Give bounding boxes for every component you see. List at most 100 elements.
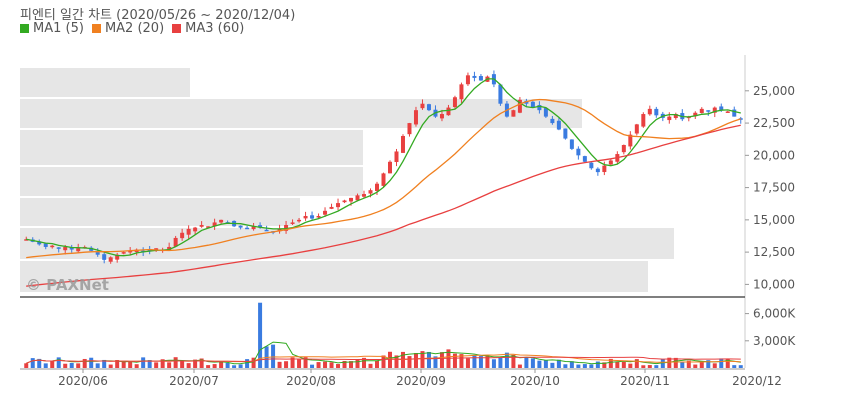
volume-bar [303, 357, 308, 368]
x-tick-label: 2020/07 [169, 374, 219, 388]
candle-body [121, 252, 126, 254]
volume-bar [394, 355, 399, 368]
volume-bar [154, 362, 159, 368]
price-tick-label: 12,500 [753, 245, 795, 259]
candle-body [69, 247, 74, 250]
candle-body [199, 225, 204, 227]
legend-label-ma1: MA1 (5) [33, 21, 84, 36]
volume-bar [478, 356, 483, 368]
volume-bar [238, 364, 243, 368]
volume-bar [621, 361, 626, 368]
x-tick-label: 2020/10 [510, 374, 560, 388]
legend-label-ma3: MA3 (60) [185, 21, 245, 36]
volume-bar [277, 361, 282, 368]
volume-bar [673, 357, 678, 368]
volume-bar [212, 364, 217, 368]
legend-swatch-ma1 [20, 24, 29, 33]
watermark-logo: © PAXNet [26, 276, 109, 294]
candle-body [290, 222, 295, 224]
price-tick-label: 10,000 [753, 277, 795, 291]
volume-bar [504, 352, 509, 368]
volume-bar [537, 360, 542, 368]
volume-bar [82, 358, 87, 368]
candle-body [24, 239, 29, 241]
volume-bar [595, 361, 600, 368]
volume-bar [63, 363, 68, 368]
candle-body [407, 123, 412, 135]
candle-body [349, 197, 354, 202]
volume-bar [686, 360, 691, 368]
volume-profile-band [20, 68, 190, 97]
volume-profile-band [20, 130, 363, 165]
candle-body [355, 195, 360, 201]
volume-bar [543, 360, 548, 368]
candle-body [647, 108, 652, 115]
x-tick-label: 2020/09 [396, 374, 446, 388]
candle-body [303, 215, 308, 219]
volume-bar [141, 357, 146, 368]
volume-ma3-line [26, 356, 741, 364]
volume-bar [387, 351, 392, 368]
candle-body [706, 110, 711, 112]
volume-bar [628, 363, 633, 368]
candle-body [732, 109, 737, 117]
candle-body [387, 161, 392, 174]
volume-tick-label: 6,000K [753, 307, 796, 321]
volume-profile-band [20, 198, 300, 226]
candle-body [50, 245, 55, 248]
candle-body [95, 252, 100, 255]
volume-bar [180, 361, 185, 368]
candle-body [654, 108, 659, 116]
volume-bar [439, 352, 444, 368]
candle-body [465, 75, 470, 85]
volume-bar [615, 361, 620, 368]
volume-bar [102, 359, 107, 368]
legend: MA1 (5) MA2 (20) MA3 (60) [20, 21, 244, 36]
price-tick-label: 15,000 [753, 213, 795, 227]
candle-body [439, 114, 444, 119]
volume-bar [608, 358, 613, 368]
volume-bar [199, 358, 204, 368]
x-tick-label: 2020/06 [58, 374, 108, 388]
candle-body [582, 156, 587, 162]
legend-item-ma3: MA3 (60) [172, 21, 244, 36]
volume-bar [206, 365, 211, 368]
candle-body [43, 243, 48, 247]
volume-profile-band [20, 99, 582, 128]
candle-body [472, 75, 477, 78]
volume-bar [413, 353, 418, 368]
candle-body [602, 165, 607, 173]
candle-body [115, 254, 120, 260]
volume-bar [459, 354, 464, 368]
volume-bar [147, 360, 152, 368]
volume-bar [693, 364, 698, 368]
candle-body [297, 219, 302, 222]
volume-bar [576, 364, 581, 368]
volume-bar [563, 364, 568, 368]
volume-bar [368, 363, 373, 368]
candle-body [400, 135, 405, 153]
candle-body [641, 114, 646, 127]
candle-body [56, 247, 61, 249]
volume-bar [323, 361, 328, 368]
candle-body [712, 107, 717, 113]
ma1-line [26, 78, 741, 257]
volume-bar [30, 358, 35, 368]
volume-bar [712, 363, 717, 368]
volume-bar [589, 364, 594, 368]
candle-body [498, 84, 503, 104]
price-tick-label: 25,000 [753, 84, 795, 98]
volume-bar [719, 358, 724, 368]
candle-body [37, 241, 42, 245]
candle-body [576, 148, 581, 156]
ma2-line [26, 98, 741, 259]
candle-body [362, 194, 367, 197]
volume-bar [654, 365, 659, 368]
volume-bar [134, 364, 139, 368]
volume-bar [336, 364, 341, 368]
volume-bar [342, 360, 347, 368]
candle-body [452, 97, 457, 108]
volume-bar [271, 344, 276, 368]
candle-body [193, 227, 198, 232]
